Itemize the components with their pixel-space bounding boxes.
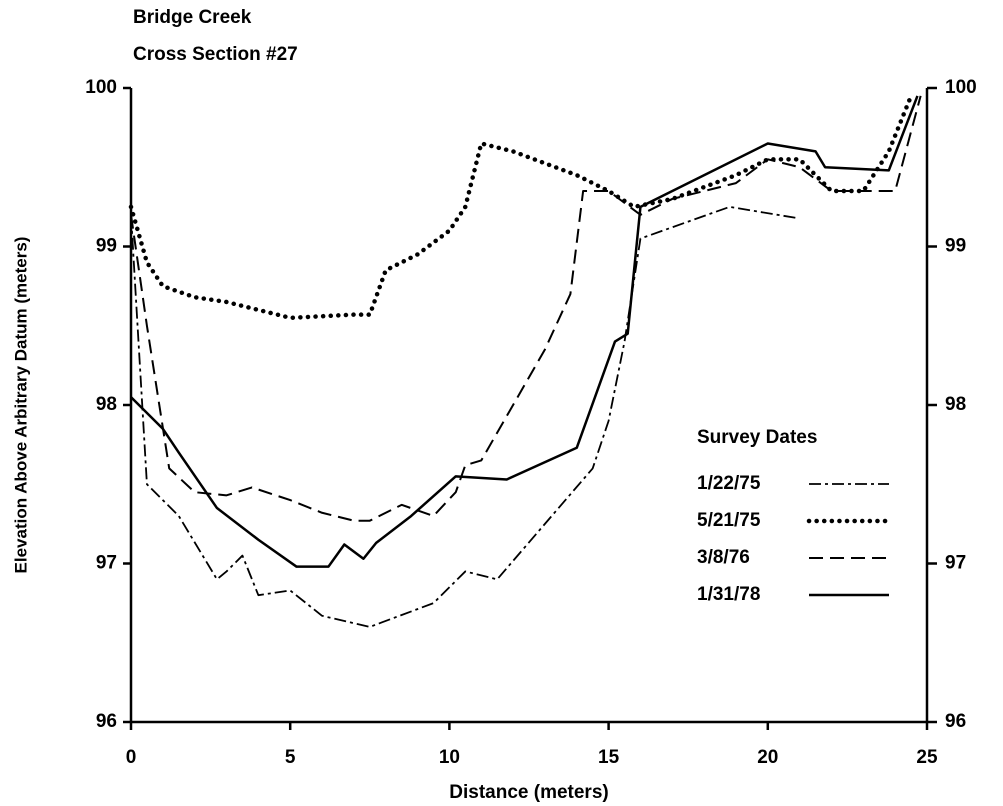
legend-label: 3/8/76 [697, 547, 750, 568]
y2-tick-label: 98 [945, 394, 966, 415]
x-tick-label: 15 [598, 747, 620, 768]
x-tick-label: 10 [439, 747, 460, 768]
y2-tick-label: 96 [945, 711, 966, 732]
series-line [128, 93, 914, 321]
chart-subtitle: Cross Section #27 [133, 44, 298, 65]
chart-title: Bridge Creek [133, 7, 252, 28]
y2-tick-label: 97 [945, 553, 966, 574]
y-tick-label: 100 [85, 77, 117, 98]
y2-tick-label: 99 [945, 236, 966, 257]
series-line [130, 95, 919, 568]
x-tick-label: 0 [126, 747, 137, 768]
legend-label: 1/22/75 [697, 473, 761, 494]
series-line [130, 95, 922, 522]
x-tick-label: 25 [916, 747, 938, 768]
legend-label: 5/21/75 [697, 510, 761, 531]
legend-label: 1/31/78 [697, 584, 760, 605]
x-tick-label: 20 [757, 747, 778, 768]
x-tick-label: 5 [285, 747, 296, 768]
y-tick-label: 98 [96, 394, 117, 415]
x-axis-label: Distance (meters) [449, 782, 608, 803]
legend-title: Survey Dates [697, 427, 817, 448]
y2-tick-label: 100 [945, 77, 977, 98]
y-tick-label: 97 [96, 553, 117, 574]
y-axis-label: Elevation Above Arbitrary Datum (meters) [11, 237, 30, 574]
y-tick-label: 96 [96, 711, 117, 732]
y-tick-label: 99 [96, 236, 117, 257]
